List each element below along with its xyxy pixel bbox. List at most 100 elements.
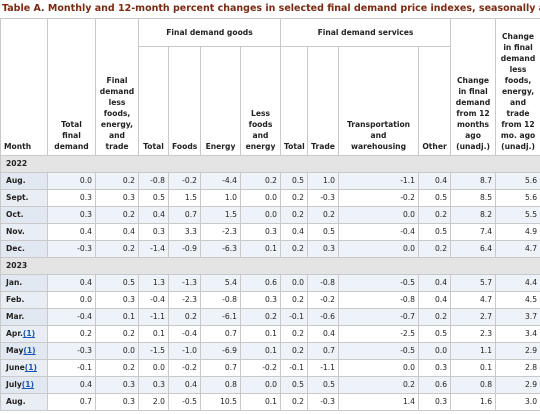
value-cell: 0.5 [418,223,452,241]
data-row: Aug. 0.0 0.2 -0.8 -0.2 -4.4 0.2 0.5 1.0 -1.1 0.4 8.… [0,172,540,190]
data-row: July(1) 0.4 0.3 0.3 0.4 0.8 0.0 0.5 0.5 0.2 0.6 0.8… [0,376,540,394]
value-cell: 0.2 [418,308,452,326]
value-cell: -0.8 [200,291,241,309]
value-cell: 0.5 [280,172,309,190]
data-row: Sept. 0.3 0.3 0.5 1.5 1.0 0.0 0.2 -0.3 -0.2 0.5 8.5… [0,189,540,207]
value-cell: 0.4 [418,172,452,190]
value-cell: 0.4 [280,223,309,241]
value-cell: 0.8 [450,376,497,394]
value-cell: 0.5 [307,223,340,241]
data-row: Mar. -0.4 0.1 -1.1 0.2 -6.1 0.2 -0.1 -0.6 -0.7 0.2… [0,308,540,326]
value-cell: 0.0 [47,172,96,190]
value-cell: -6.3 [200,240,241,258]
value-cell: -1.3 [168,274,201,292]
value-cell: 0.7 [200,359,241,377]
month-cell: Dec. [0,240,48,258]
value-cell: 3.4 [495,325,540,343]
header-cell: Foods [168,46,201,156]
value-cell: 0.0 [138,359,169,377]
value-cell: 0.3 [418,359,452,377]
value-cell: 1.0 [200,189,241,207]
value-cell: 0.4 [47,376,96,394]
value-cell: -0.6 [307,308,340,326]
value-cell: 0.5 [307,376,340,394]
value-cell: 0.1 [450,359,497,377]
value-cell: 0.2 [418,206,452,224]
value-cell: -0.7 [338,308,420,326]
data-row: Apr.(1) 0.2 0.2 0.1 -0.4 0.7 0.1 0.2 0.4 -2.5 0.5 2… [0,325,540,343]
value-cell: 5.6 [495,189,540,207]
header-cell: Change in final demand less foods, energ… [495,18,540,156]
month-label: Aug. [6,176,26,185]
footnote-link[interactable]: (1) [24,363,38,372]
month-label: Feb. [6,295,25,304]
value-cell: -6.1 [200,308,241,326]
value-cell: 0.4 [418,274,452,292]
value-cell: -0.3 [47,240,96,258]
month-label: July [6,380,22,389]
value-cell: 0.1 [239,240,282,258]
header-cell: Less foods and energy [239,46,282,156]
month-label: May [6,346,24,355]
month-label: Apr. [6,329,23,338]
month-cell: Aug. [0,393,48,411]
value-cell: 1.3 [138,274,169,292]
footnote-link[interactable]: (1) [23,346,36,355]
value-cell: -2.3 [168,291,201,309]
value-cell: 0.0 [418,342,452,360]
value-cell: -0.4 [138,291,169,309]
value-cell: 2.9 [495,342,540,360]
data-row: Dec. -0.3 0.2 -1.4 -0.9 -6.3 0.1 0.2 0.3 0.0 0.2 6.… [0,240,540,258]
value-cell: 0.4 [138,206,169,224]
header-cell: Final demand less foods, energy, and tra… [95,18,139,156]
value-cell: -0.4 [47,308,96,326]
value-cell: 0.0 [239,189,282,207]
value-cell: -0.8 [138,172,169,190]
value-cell: 0.2 [95,325,139,343]
value-cell: -0.5 [168,393,201,411]
value-cell: -0.1 [280,308,309,326]
value-cell: -0.4 [338,223,420,241]
value-cell: 0.4 [47,274,96,292]
month-label: Dec. [6,244,25,253]
value-cell: 0.5 [280,376,309,394]
table-body: 2022 Aug. 0.0 0.2 -0.8 -0.2 -4.4 0.2 0.5 1.0 -1.1 0… [0,155,540,411]
value-cell: 0.5 [418,189,452,207]
value-cell: -0.4 [168,325,201,343]
value-cell: 0.8 [200,376,241,394]
month-label: Mar. [6,312,25,321]
value-cell: 5.4 [200,274,241,292]
value-cell: 0.2 [168,308,201,326]
header-cell: Change in final demand from 12 months ag… [450,18,497,156]
value-cell: 1.0 [307,172,340,190]
value-cell: 0.3 [418,393,452,411]
value-cell: 0.1 [239,325,282,343]
value-cell: -1.1 [307,359,340,377]
value-cell: 0.2 [280,189,309,207]
value-cell: 0.2 [239,172,282,190]
value-cell: 4.7 [495,240,540,258]
value-cell: 5.6 [495,172,540,190]
year-row: 2022 [0,155,540,173]
value-cell: 0.3 [95,291,139,309]
month-cell: Sept. [0,189,48,207]
month-cell: Feb. [0,291,48,309]
value-cell: -0.1 [280,359,309,377]
value-cell: 0.2 [280,325,309,343]
footnote-link[interactable]: (1) [21,380,35,389]
value-cell: -0.2 [168,359,201,377]
value-cell: 0.2 [95,359,139,377]
header-cell: Total [280,46,309,156]
value-cell: -1.5 [138,342,169,360]
value-cell: 2.7 [450,308,497,326]
value-cell: -0.2 [239,359,282,377]
month-cell: Nov. [0,223,48,241]
year-cell: 2023 [0,257,540,275]
value-cell: 0.2 [95,172,139,190]
footnote-link[interactable]: (1) [22,329,36,338]
value-cell: 0.7 [200,325,241,343]
value-cell: 2.9 [495,376,540,394]
value-cell: 0.3 [95,393,139,411]
value-cell: -4.4 [200,172,241,190]
value-cell: 0.2 [338,376,420,394]
